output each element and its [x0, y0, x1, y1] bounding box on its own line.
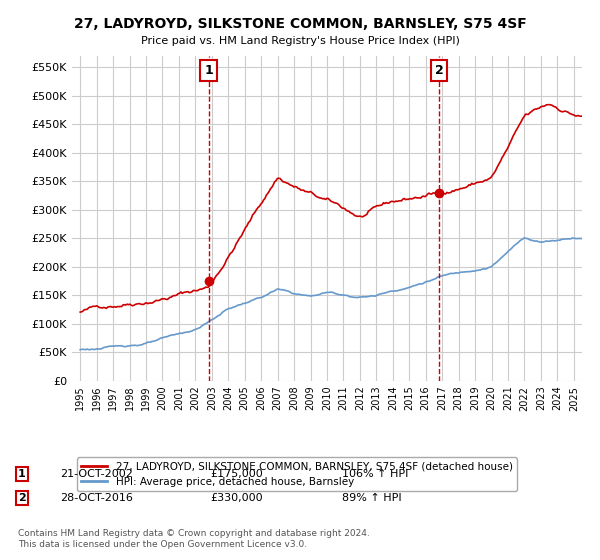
Text: 1: 1 — [18, 469, 26, 479]
Text: Contains HM Land Registry data © Crown copyright and database right 2024.
This d: Contains HM Land Registry data © Crown c… — [18, 529, 370, 549]
Text: 21-OCT-2002: 21-OCT-2002 — [60, 469, 133, 479]
Text: 89% ↑ HPI: 89% ↑ HPI — [342, 493, 401, 503]
Text: 106% ↑ HPI: 106% ↑ HPI — [342, 469, 409, 479]
Text: £330,000: £330,000 — [210, 493, 263, 503]
Text: 2: 2 — [435, 64, 444, 77]
Text: 28-OCT-2016: 28-OCT-2016 — [60, 493, 133, 503]
Text: £175,000: £175,000 — [210, 469, 263, 479]
Text: Price paid vs. HM Land Registry's House Price Index (HPI): Price paid vs. HM Land Registry's House … — [140, 36, 460, 46]
Legend: 27, LADYROYD, SILKSTONE COMMON, BARNSLEY, S75 4SF (detached house), HPI: Average: 27, LADYROYD, SILKSTONE COMMON, BARNSLEY… — [77, 458, 517, 491]
Text: 1: 1 — [204, 64, 213, 77]
Text: 2: 2 — [18, 493, 26, 503]
Text: 27, LADYROYD, SILKSTONE COMMON, BARNSLEY, S75 4SF: 27, LADYROYD, SILKSTONE COMMON, BARNSLEY… — [74, 17, 526, 31]
